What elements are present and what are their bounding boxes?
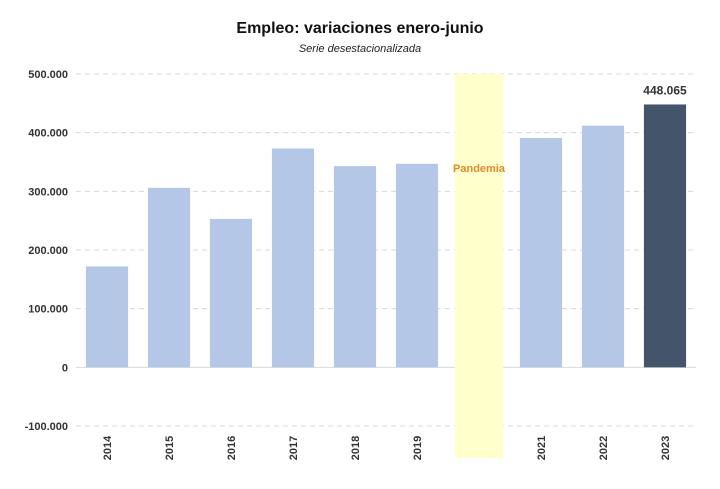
x-tick-label: 2023 [660, 436, 672, 460]
y-tick-label: -100.000 [25, 421, 68, 433]
y-tick-label: 100.000 [28, 304, 68, 316]
pandemia-label: Pandemia [453, 163, 506, 175]
bar-2022 [581, 125, 625, 368]
data-labels: 448.065 [643, 83, 687, 97]
bar-2018 [333, 166, 377, 368]
x-tick-label: 2016 [226, 436, 238, 460]
y-tick-label: 400.000 [28, 128, 68, 140]
y-tick-label: 200.000 [28, 245, 68, 257]
y-tick-label: 0 [62, 362, 68, 374]
bar-2014 [85, 266, 129, 368]
x-tick-label: 2018 [350, 436, 362, 460]
pandemia-band [454, 74, 504, 458]
pandemia-band-group: Pandemia [453, 74, 506, 458]
x-tick-label: 2017 [288, 436, 300, 460]
bar-2021 [519, 137, 563, 368]
bar-2019 [395, 163, 439, 368]
data-label-2023: 448.065 [643, 83, 687, 97]
x-tick-label: 2021 [536, 436, 548, 460]
bar-2016 [209, 218, 253, 368]
bar-2023 [643, 104, 687, 368]
bars [85, 104, 687, 368]
x-tick-label: 2022 [598, 436, 610, 460]
bar-2015 [147, 187, 191, 368]
y-tick-label: 500.000 [28, 69, 68, 81]
chart-subtitle: Serie desestacionalizada [298, 43, 422, 55]
bar-2017 [271, 148, 315, 368]
y-axis: -100.000 0 100.000 200.000 300.000 400.000 500… [25, 69, 68, 433]
x-tick-label: 2019 [412, 436, 424, 460]
x-tick-label: 2015 [164, 436, 176, 460]
chart-title: Empleo: variaciones enero-junio [236, 20, 484, 37]
y-tick-label: 300.000 [28, 186, 68, 198]
x-axis: 2014 2015 2016 2017 2018 2019 2021 2022 2023 [102, 435, 672, 460]
x-tick-label: 2014 [102, 435, 114, 460]
